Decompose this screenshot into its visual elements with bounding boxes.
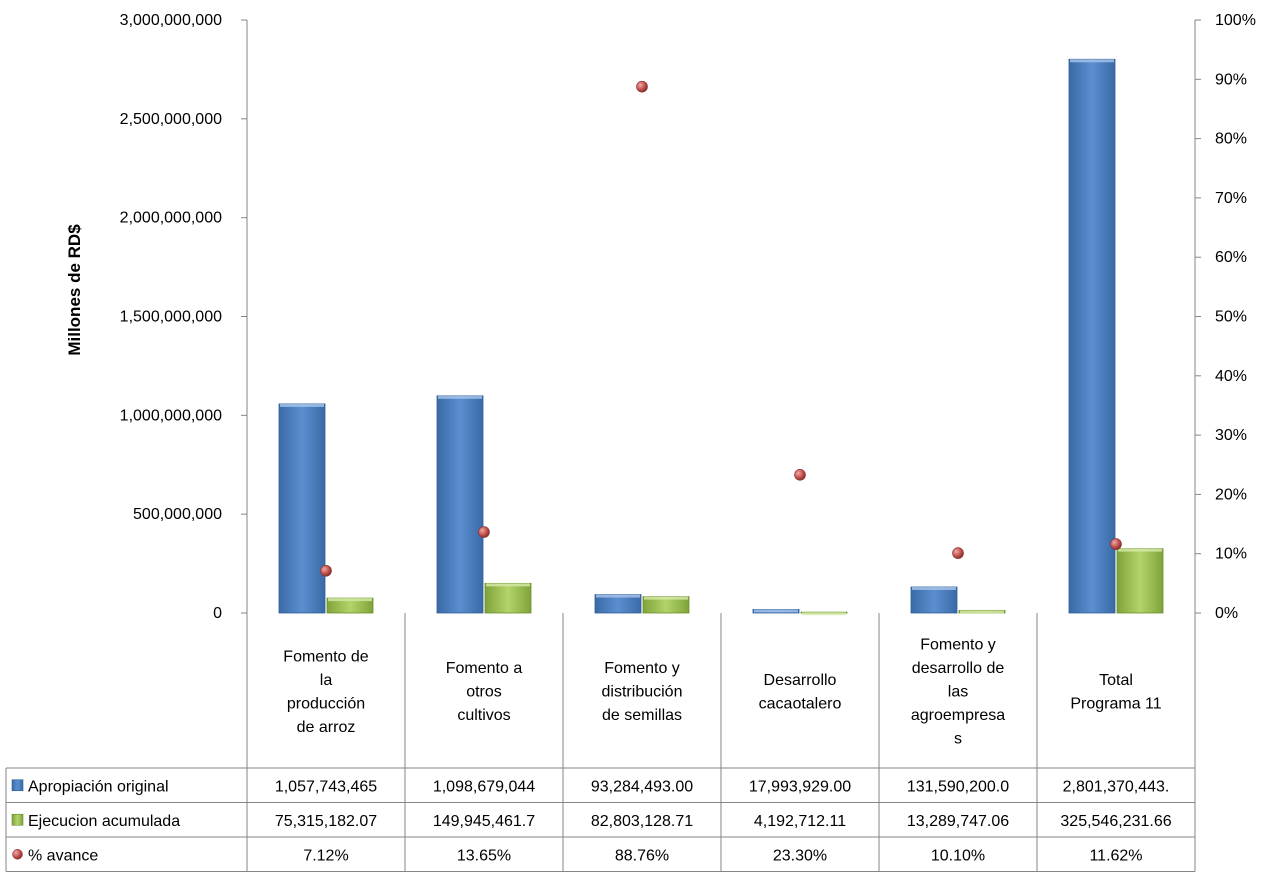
data-table: Fomento de la producción de arroz Fomento a o…: [5, 613, 1196, 872]
category-label: agroempresa: [911, 707, 1005, 724]
y-axis-title: Millones de RD$: [65, 224, 84, 356]
category-label: de semillas: [602, 707, 682, 724]
category-label: Fomento y: [604, 660, 680, 677]
y2-tick-label: 20%: [1215, 486, 1247, 503]
table-cell: 17,993,929.00: [749, 778, 851, 795]
series-name: Ejecucion acumulada: [28, 813, 180, 830]
table-cell: 2,801,370,443.: [1063, 778, 1170, 795]
table-cell: 75,315,182.07: [275, 813, 377, 830]
table-cell: 11.62%: [1089, 847, 1142, 864]
category-label: distribución: [602, 684, 683, 701]
y-tick-label: 2,000,000,000: [120, 210, 222, 227]
category-label: de arroz: [297, 719, 356, 736]
point-avance: [636, 80, 648, 93]
y-tick-label: 3,000,000,000: [120, 12, 222, 29]
series-name: Apropiación original: [28, 778, 169, 795]
table-cell: 131,590,200.0: [907, 778, 1009, 795]
category-label: otros: [466, 684, 502, 701]
table-cell: 325,546,231.66: [1060, 813, 1171, 830]
bar-apropiacion-bevel: [280, 403, 324, 407]
point-avance: [320, 564, 332, 577]
y-tick-label: 1,500,000,000: [120, 309, 222, 326]
bar-apropiacion-bevel: [912, 586, 956, 590]
y2-tick-label: 50%: [1215, 309, 1247, 326]
category-label: Fomento a: [446, 660, 523, 677]
bar-ejecucion-bevel: [1118, 548, 1162, 552]
legend-marker-circle-red: [12, 849, 23, 860]
category-label: Fomento de: [283, 648, 368, 665]
bar-apropiacion-bevel: [1070, 59, 1114, 63]
y2-tick-label: 60%: [1215, 249, 1247, 266]
y-tick-label: 1,000,000,000: [120, 407, 222, 424]
category-label: s: [954, 731, 962, 748]
table-cell: 10.10%: [931, 847, 985, 864]
legend-marker-square-green: [11, 813, 24, 826]
y2-tick-label: 10%: [1215, 546, 1247, 563]
point-avance: [794, 469, 806, 481]
y2-tick-label: 70%: [1215, 190, 1247, 207]
bar-ejecucion-bevel: [960, 610, 1004, 614]
table-cell: 1,098,679,044: [433, 778, 535, 795]
table-cell: 1,057,743,465: [275, 778, 377, 795]
category-label: Fomento y: [920, 637, 996, 654]
table-cell: 4,192,712.11: [754, 813, 846, 830]
bar-ejecucion-bevel: [802, 612, 846, 616]
axes: 0 500,000,000 1,000,000,000 1,500,000,000 2,…: [65, 12, 1256, 622]
bar-ejecucion-bevel: [644, 596, 688, 600]
legend-marker-square-blue: [11, 779, 24, 792]
category-label: Desarrollo: [764, 672, 837, 689]
points: [320, 80, 1122, 577]
category-label: Programa 11: [1070, 695, 1161, 712]
y-tick-label: 2,500,000,000: [120, 111, 222, 128]
y2-tick-label: 90%: [1215, 71, 1247, 88]
bars: [278, 58, 1164, 616]
y2-tick-label: 80%: [1215, 131, 1247, 148]
y-tick-label: 500,000,000: [133, 506, 222, 523]
table-cell: 149,945,461.7: [433, 813, 535, 830]
category-label: producción: [287, 695, 365, 712]
series-name: % avance: [28, 847, 98, 864]
table-cell: 13.65%: [457, 847, 511, 864]
table-cell: 93,284,493.00: [591, 778, 693, 795]
table-cell: 13,289,747.06: [907, 813, 1009, 830]
bar-ejecucion-bevel: [328, 598, 372, 602]
bar-ejecucion-acumulada: [484, 582, 532, 614]
category-label: desarrollo de: [912, 660, 1005, 677]
bar-apropiacion-original: [1068, 58, 1116, 614]
y-tick-label: 0: [213, 605, 222, 622]
category-label: Total: [1099, 672, 1133, 689]
table-cell: 88.76%: [615, 847, 669, 864]
category-label: cacaotalero: [759, 695, 842, 712]
point-avance: [1110, 538, 1122, 550]
table-cell: 7.12%: [303, 847, 348, 864]
bar-apropiacion-bevel: [596, 594, 640, 598]
table-cell: 82,803,128.71: [591, 813, 693, 830]
category-label: la: [320, 672, 333, 689]
y2-tick-label: 30%: [1215, 427, 1247, 444]
bar-apropiacion-bevel: [438, 395, 482, 399]
y2-tick-label: 100%: [1215, 12, 1256, 29]
y2-tick-label: 0%: [1215, 605, 1238, 622]
bar-ejecucion-bevel: [486, 583, 530, 587]
point-avance: [478, 526, 490, 538]
category-label: cultivos: [457, 707, 510, 724]
table-cell: 23.30%: [773, 847, 827, 864]
bar-apropiacion-original: [910, 586, 958, 614]
bar-apropiacion-original: [436, 395, 484, 614]
y2-tick-label: 40%: [1215, 368, 1247, 385]
bar-apropiacion-bevel: [754, 609, 798, 613]
category-label: las: [948, 684, 968, 701]
point-avance: [952, 547, 964, 559]
bar-ejecucion-acumulada: [1116, 548, 1164, 614]
bar-apropiacion-original: [278, 403, 326, 614]
